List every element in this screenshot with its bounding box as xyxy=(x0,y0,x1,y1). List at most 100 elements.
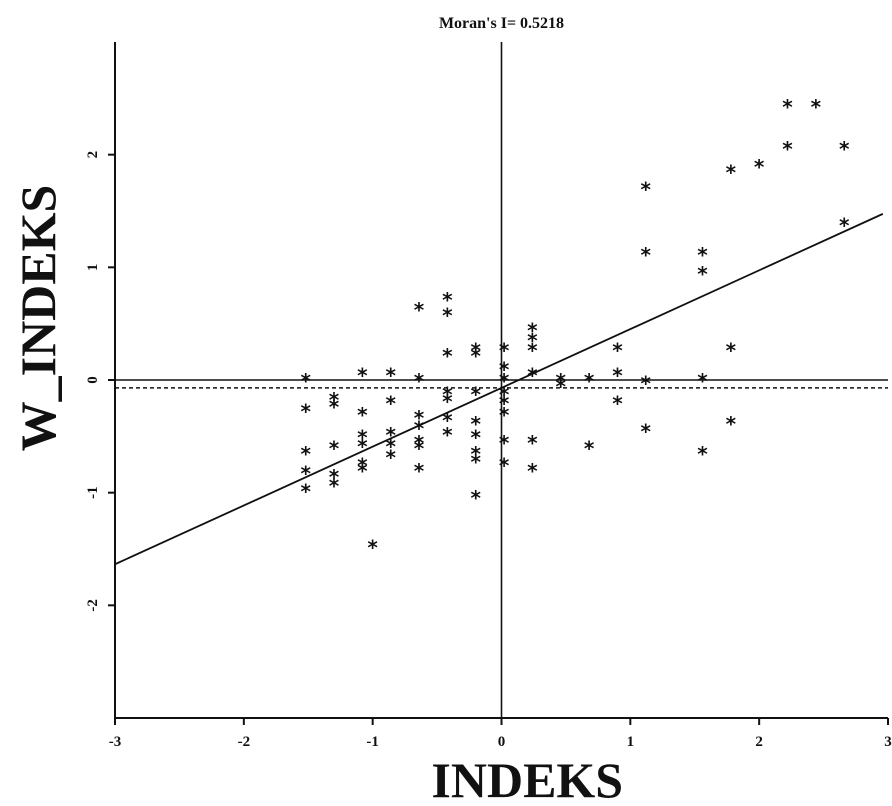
data-point: * xyxy=(697,243,708,267)
data-point: * xyxy=(499,339,510,363)
data-point: * xyxy=(470,442,481,466)
x-tick-label: 1 xyxy=(627,734,635,750)
data-point: * xyxy=(556,369,567,393)
data-point: * xyxy=(414,431,425,455)
data-point: * xyxy=(442,383,453,407)
data-point: * xyxy=(329,437,340,461)
plot-area: -3 -2 -1 0 1 2 3-2-1012***********************… xyxy=(85,42,892,750)
data-point: * xyxy=(499,454,510,478)
data-point: * xyxy=(329,395,340,419)
data-point: * xyxy=(385,446,396,470)
data-point: * xyxy=(612,339,623,363)
data-point: * xyxy=(357,434,368,458)
x-tick-label: 2 xyxy=(755,734,763,750)
data-point: * xyxy=(612,363,623,387)
data-point: * xyxy=(414,437,425,461)
data-point: * xyxy=(357,425,368,449)
x-tick-label: -1 xyxy=(366,734,379,750)
data-point: * xyxy=(357,403,368,427)
data-point: * xyxy=(782,95,793,119)
y-tick-label: -2 xyxy=(85,599,101,612)
x-tick-label: -3 xyxy=(109,734,122,750)
data-point: * xyxy=(329,388,340,412)
x-tick-label: -2 xyxy=(238,734,251,750)
data-point: * xyxy=(556,375,567,399)
data-point: * xyxy=(357,459,368,483)
data-point: * xyxy=(414,459,425,483)
data-point: * xyxy=(385,434,396,458)
data-point: * xyxy=(641,177,652,201)
data-point: * xyxy=(470,339,481,363)
data-point: * xyxy=(300,399,311,423)
data-point: * xyxy=(385,392,396,416)
data-point: * xyxy=(357,454,368,478)
y-tick-label: -1 xyxy=(85,486,101,499)
data-point: * xyxy=(385,363,396,387)
data-point: * xyxy=(697,262,708,286)
data-point: * xyxy=(499,358,510,382)
data-point: * xyxy=(697,369,708,393)
data-point: * xyxy=(839,137,850,161)
data-point: * xyxy=(300,479,311,503)
regression-line xyxy=(114,213,884,566)
data-point: * xyxy=(470,383,481,407)
data-point: * xyxy=(641,371,652,395)
data-point: * xyxy=(584,369,595,393)
data-point: * xyxy=(499,403,510,427)
data-point: * xyxy=(641,420,652,444)
data-point: * xyxy=(499,369,510,393)
data-point: * xyxy=(839,214,850,238)
data-point: * xyxy=(527,339,538,363)
data-point: * xyxy=(385,423,396,447)
data-point: * xyxy=(300,461,311,485)
data-point: * xyxy=(357,363,368,387)
data-point: * xyxy=(527,459,538,483)
data-point: * xyxy=(442,408,453,432)
data-point: * xyxy=(641,243,652,267)
data-point: * xyxy=(499,431,510,455)
data-point: * xyxy=(414,298,425,322)
data-point: * xyxy=(726,412,737,436)
data-point: * xyxy=(527,328,538,352)
x-tick-label: 0 xyxy=(498,734,506,750)
data-point: * xyxy=(811,95,822,119)
y-tick-label: 2 xyxy=(85,151,101,159)
data-point: * xyxy=(612,392,623,416)
data-point: * xyxy=(300,442,311,466)
data-point: * xyxy=(414,416,425,440)
data-point: * xyxy=(442,423,453,447)
data-point: * xyxy=(300,369,311,393)
data-point: * xyxy=(414,369,425,393)
x-tick-label: 3 xyxy=(884,734,892,750)
y-axis-label: W_INDEKS xyxy=(10,185,66,452)
data-point: * xyxy=(442,288,453,312)
data-point: * xyxy=(499,392,510,416)
data-point: * xyxy=(754,155,765,179)
data-point: * xyxy=(726,161,737,185)
data-point: * xyxy=(470,344,481,368)
data-point: * xyxy=(470,412,481,436)
data-point: * xyxy=(442,344,453,368)
data-point: * xyxy=(470,486,481,510)
data-point: * xyxy=(367,536,378,560)
data-point: * xyxy=(527,431,538,455)
y-tick-label: 1 xyxy=(85,264,101,272)
data-point: * xyxy=(470,425,481,449)
data-point: * xyxy=(414,406,425,430)
y-tick-label: 0 xyxy=(85,376,101,384)
data-point: * xyxy=(499,383,510,407)
data-point: * xyxy=(329,474,340,498)
data-point: * xyxy=(442,304,453,328)
x-axis-label: INDEKS xyxy=(431,752,623,806)
data-point: * xyxy=(470,450,481,474)
data-point: * xyxy=(527,363,538,387)
data-point: * xyxy=(782,137,793,161)
data-point: * xyxy=(726,339,737,363)
chart-title: Moran's I= 0.5218 xyxy=(439,15,564,32)
data-point: * xyxy=(697,442,708,466)
data-point: * xyxy=(584,437,595,461)
data-point: * xyxy=(329,465,340,489)
data-point: * xyxy=(527,318,538,342)
